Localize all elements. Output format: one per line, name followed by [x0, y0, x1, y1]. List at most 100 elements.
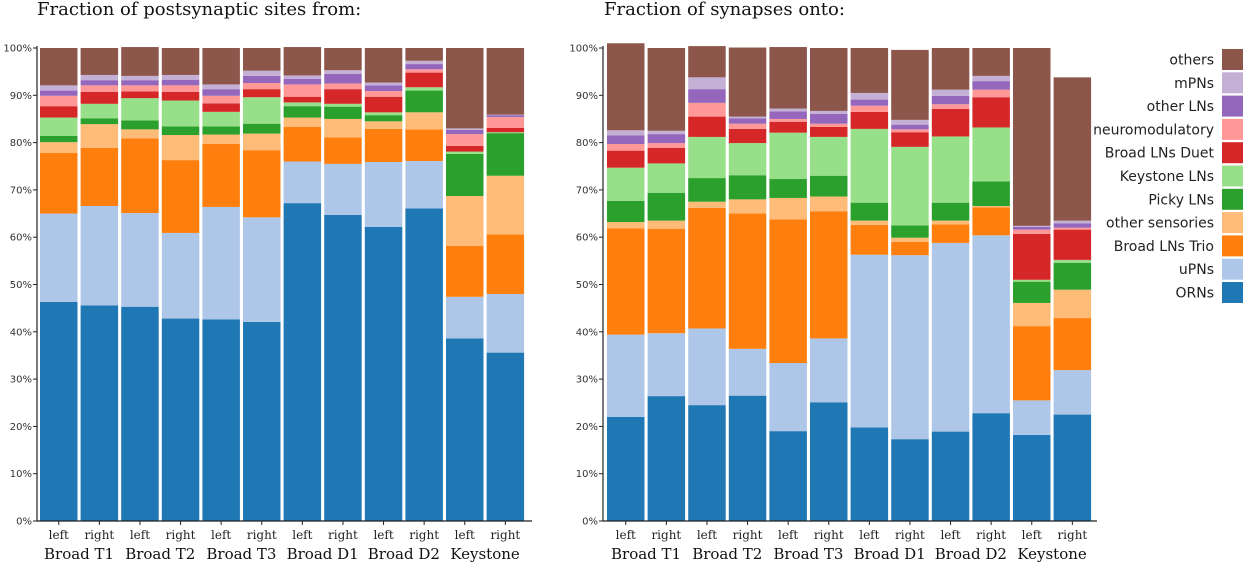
bar-segment-broad-t2-left-keystone-lns	[121, 98, 159, 121]
bar-segment-broad-t2-right-other-lns	[161, 79, 200, 86]
bar-segment-broad-t1-right-other-lns	[647, 134, 686, 144]
bar-segment-broad-t2-left-upns	[121, 213, 159, 307]
y-tick-label: 10%	[576, 469, 598, 480]
bar-segment-broad-d1-right-orns	[891, 439, 929, 521]
legend-label-picky-lns: Picky LNs	[1148, 192, 1214, 208]
group-label-broad-t3: Broad T3	[206, 545, 276, 563]
bar-segment-broad-t2-right-picky-lns	[161, 126, 200, 136]
legend-label-mpns: mPNs	[1174, 76, 1214, 92]
bar-segment-broad-t2-right-orns	[728, 395, 767, 521]
bar-segment-broad-d1-left-other-sensories	[364, 121, 403, 129]
bar-segment-broad-t1-right-others	[647, 48, 686, 131]
legend-label-neuromodulatory: neuromodulatory	[1093, 122, 1214, 138]
group-label-broad-t2: Broad T2	[692, 545, 762, 563]
legend-label-other-sensories: other sensories	[1106, 216, 1214, 232]
bar-segment-broad-d1-left-broad-lns-duet	[364, 96, 403, 113]
y-tick-label: 30%	[576, 375, 598, 386]
legend-swatch-other-lns	[1222, 95, 1243, 117]
legend-swatch-upns	[1222, 258, 1243, 280]
bar-segment-broad-d1-right-other-sensories	[324, 118, 362, 138]
bar-segment-broad-d1-right-others	[324, 48, 362, 71]
bar-segment-broad-d1-right-neuromodulatory	[891, 129, 929, 133]
right-chart-title: Fraction of synapses onto:	[604, 0, 845, 20]
bar-segment-broad-t1-right-upns	[80, 205, 119, 306]
bar-segment-broad-d1-right-broad-lns-trio	[891, 241, 929, 256]
bar-segment-broad-d1-left-upns	[850, 254, 889, 428]
bar-segment-broad-d1-left-neuromodulatory	[283, 84, 322, 97]
bar-segment-broad-d1-left-upns	[283, 161, 322, 204]
bar-segment-broad-t1-right-mpns	[80, 74, 119, 81]
bar-segment-broad-t1-right-upns	[647, 333, 686, 397]
bar-segment-broad-d1-right-broad-lns-duet	[891, 132, 929, 147]
y-tick-label: 100%	[569, 44, 598, 55]
bar-segment-broad-t2-right-others	[728, 47, 767, 117]
x-tick-label-right: right	[651, 528, 681, 542]
bar-segment-broad-d2-right-keystone-lns	[972, 127, 1010, 182]
bar-segment-broad-d1-left-orns	[850, 427, 889, 521]
legend-label-broad-lns-trio: Broad LNs Trio	[1114, 239, 1214, 255]
bar-segment-broad-t3-left-broad-lns-duet	[202, 103, 240, 112]
bar-segment-broad-d1-right-other-lns	[891, 124, 929, 130]
bar-segment-broad-d1-right-keystone-lns	[324, 103, 362, 107]
bar-segment-keystone-left-neuromodulatory	[446, 134, 484, 146]
bar-segment-keystone-right-broad-lns-duet	[1053, 229, 1092, 260]
group-label-broad-t2: Broad T2	[125, 545, 195, 563]
x-tick-label-left: left	[373, 528, 393, 542]
bar-segment-broad-t3-right-others	[243, 48, 281, 71]
bar-segment-broad-t2-left-other-sensories	[121, 129, 159, 139]
y-tick-label: 90%	[10, 91, 32, 102]
bar-segment-broad-t3-right-neuromodulatory	[810, 123, 848, 127]
bar-segment-broad-d1-left-other-lns	[850, 99, 889, 106]
bar-segment-broad-d2-left-neuromodulatory	[931, 104, 970, 110]
group-label-keystone: Keystone	[450, 545, 520, 563]
legend-label-upns: uPNs	[1179, 262, 1214, 278]
bar-segment-keystone-left-mpns	[1013, 225, 1051, 227]
bar-segment-keystone-right-picky-lns	[1053, 262, 1092, 290]
bar-segment-broad-t2-right-broad-lns-trio	[161, 160, 200, 233]
bar-segment-keystone-right-other-lns	[1053, 223, 1092, 228]
bar-segment-broad-d1-left-broad-lns-trio	[283, 126, 322, 162]
legend-swatch-broad-lns-trio	[1222, 235, 1243, 257]
bar-segment-broad-d1-left-picky-lns	[283, 106, 322, 118]
bar-segment-keystone-left-neuromodulatory	[1013, 229, 1051, 234]
bar-segment-broad-d1-right-picky-lns	[324, 106, 362, 119]
bar-segment-keystone-left-picky-lns	[1013, 281, 1051, 303]
legend-swatch-others	[1222, 49, 1243, 70]
bar-segment-broad-t3-left-neuromodulatory	[769, 118, 807, 122]
bar-segment-broad-d1-right-broad-lns-duet	[324, 89, 362, 104]
legend-label-broad-lns-duet: Broad LNs Duet	[1105, 146, 1215, 162]
x-tick-label-left: left	[616, 528, 636, 542]
bar-segment-broad-d2-right-picky-lns	[405, 90, 443, 113]
bar-segment-broad-d1-left-mpns	[850, 92, 889, 100]
bar-segment-broad-t3-right-other-lns	[810, 113, 848, 124]
bar-segment-broad-d2-left-broad-lns-trio	[931, 224, 970, 243]
y-tick-label: 50%	[576, 280, 598, 291]
bar-segment-broad-d1-left-picky-lns	[364, 115, 403, 122]
bar-segment-broad-d1-right-neuromodulatory	[324, 83, 362, 90]
bar-segment-broad-t2-right-neuromodulatory	[161, 85, 200, 92]
legend-swatch-neuromodulatory	[1222, 118, 1243, 140]
bar-segment-broad-d1-right-orns	[324, 214, 362, 521]
y-tick-label: 80%	[10, 138, 32, 149]
bar-segment-broad-t3-left-other-sensories	[202, 134, 240, 145]
bar-segment-broad-t3-left-keystone-lns	[202, 111, 240, 127]
y-tick-label: 20%	[576, 422, 598, 433]
bar-segment-broad-t3-right-others	[810, 48, 848, 111]
legend-label-keystone-lns: Keystone LNs	[1120, 169, 1214, 185]
bar-segment-broad-d1-left-orns	[364, 226, 403, 522]
bar-segment-broad-t2-right-mpns	[161, 74, 200, 80]
bar-segment-broad-d1-left-other-sensories	[283, 117, 322, 127]
bar-segment-broad-t3-right-picky-lns	[810, 175, 848, 197]
bar-segment-broad-d1-left-others	[364, 48, 403, 83]
bar-segment-broad-t3-left-broad-lns-duet	[769, 121, 807, 133]
bar-segment-keystone-right-upns	[1053, 370, 1092, 415]
bar-segment-broad-d1-left-picky-lns	[850, 202, 889, 221]
bar-segment-broad-d1-right-mpns	[891, 119, 929, 125]
bar-segment-broad-d1-right-upns	[891, 255, 929, 440]
legend-label-orns: ORNs	[1175, 286, 1214, 302]
bar-segment-broad-d1-left-broad-lns-trio	[364, 128, 403, 162]
bar-segment-broad-t2-left-neuromodulatory	[688, 102, 726, 117]
bar-segment-broad-d1-left-others	[850, 48, 889, 93]
bar-segment-keystone-right-other-sensories	[1053, 289, 1092, 319]
